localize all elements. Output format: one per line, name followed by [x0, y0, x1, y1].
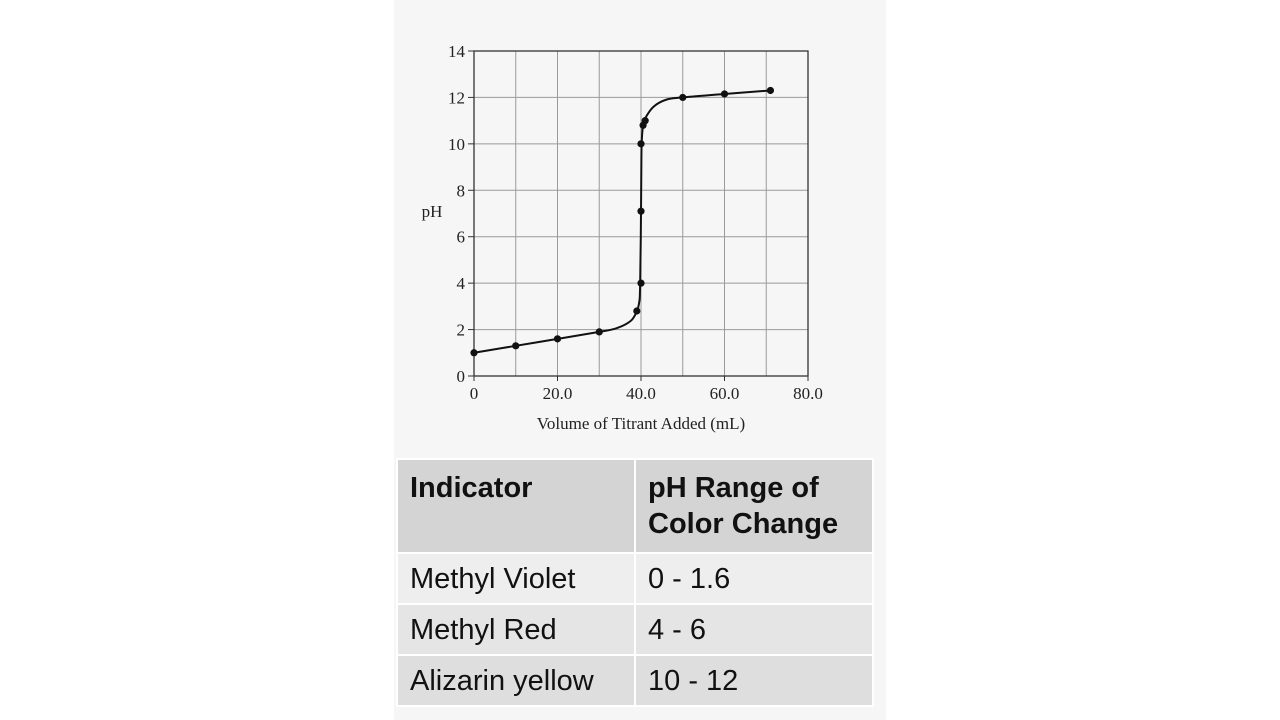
titration-curve-chart: 0 2 4 6 8 10 12 14 0 20.0 40.0 60.0 80.0 pH Volume o…: [422, 42, 823, 433]
header-indicator: Indicator: [396, 458, 636, 554]
x-axis-label: Volume of Titrant Added (mL): [537, 414, 745, 433]
y-tick-label: 14: [448, 42, 466, 61]
data-point: [679, 93, 687, 102]
y-tick-label: 10: [448, 135, 465, 154]
data-point: [637, 140, 645, 148]
y-tick-label: 0: [457, 367, 466, 386]
data-point: [470, 349, 478, 357]
data-point: [720, 90, 729, 98]
data-point: [595, 328, 603, 336]
data-points: [470, 86, 775, 357]
table-row: Alizarin yellow 10 - 12: [396, 654, 874, 707]
indicator-table: Indicator pH Range of Color Change Methy…: [396, 458, 874, 707]
data-point: [633, 307, 641, 315]
y-axis-label: pH: [422, 202, 443, 221]
y-tick-label: 2: [457, 321, 466, 340]
table-row: Methyl Violet 0 - 1.6: [396, 552, 874, 605]
ph-range: 4 - 6: [634, 603, 874, 656]
data-point: [766, 86, 775, 95]
indicator-name: Methyl Violet: [396, 552, 636, 605]
indicator-name: Methyl Red: [396, 603, 636, 656]
x-tick-label: 0: [470, 384, 479, 403]
indicator-name: Alizarin yellow: [396, 654, 636, 707]
y-tick-label: 6: [457, 228, 466, 247]
data-point: [641, 117, 649, 125]
y-tick-label: 12: [448, 88, 465, 107]
x-tick-label: 40.0: [626, 384, 656, 403]
ph-range: 10 - 12: [634, 654, 874, 707]
x-tick-label: 20.0: [543, 384, 573, 403]
data-point: [553, 335, 562, 343]
header-ph-range: pH Range of Color Change: [634, 458, 874, 554]
y-tick-label: 4: [457, 274, 466, 293]
ph-range: 0 - 1.6: [634, 552, 874, 605]
table-header-row: Indicator pH Range of Color Change: [396, 458, 874, 554]
data-point: [637, 279, 645, 287]
titration-curve-line: [473, 89, 771, 354]
x-tick-label: 60.0: [710, 384, 740, 403]
data-point: [637, 207, 645, 215]
tick-labels: 0 2 4 6 8 10 12 14 0 20.0 40.0 60.0 80.0: [448, 42, 823, 403]
y-tick-label: 8: [457, 181, 466, 200]
table-row: Methyl Red 4 - 6: [396, 603, 874, 656]
x-tick-label: 80.0: [793, 384, 823, 403]
data-point: [512, 342, 520, 350]
